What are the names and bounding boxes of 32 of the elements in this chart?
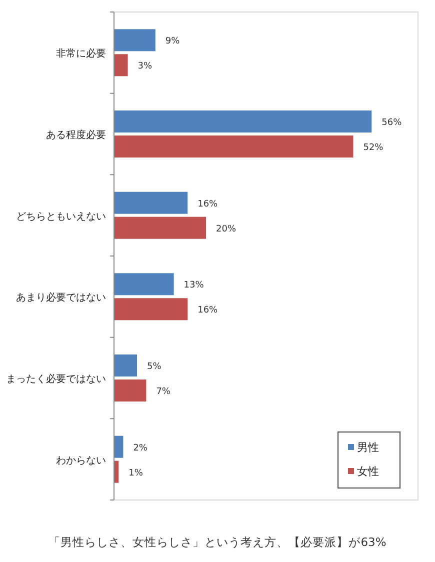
data-label: 5% [147,362,162,372]
y-tick-label: どちらともいえない [16,211,106,222]
data-label: 9% [165,36,180,47]
data-label: 2% [133,443,148,454]
legend-label: 女性 [357,465,379,478]
bar [114,216,206,239]
bar [114,298,188,320]
data-label: 56% [382,118,402,128]
text: 「男性らしさ、女性らしさ」という考え方、【必要派】が63% [48,535,386,549]
bar [114,110,372,132]
y-tick-label: ある程度必要 [46,129,106,141]
data-label: 16% [198,306,218,316]
data-label: 13% [184,280,204,291]
legend-label: 男性 [357,441,379,454]
bar [114,192,188,214]
bar [114,29,156,52]
bar [114,273,174,296]
data-label: 1% [128,468,144,478]
bar [114,54,128,76]
data-label: 3% [138,62,153,72]
y-tick-label: あまり必要ではない [16,292,106,304]
data-label: 7% [156,387,171,397]
y-tick-label: 非常に必要 [56,48,106,60]
data-label: 20% [216,224,236,234]
bar [114,436,124,458]
bar [114,136,354,158]
data-label: 16% [198,199,218,210]
bar [114,354,137,376]
y-tick-label: わからない [56,455,106,466]
bar [114,380,146,402]
y-tick-label: まったく必要ではない [6,373,106,385]
data-label: 52% [363,143,384,153]
